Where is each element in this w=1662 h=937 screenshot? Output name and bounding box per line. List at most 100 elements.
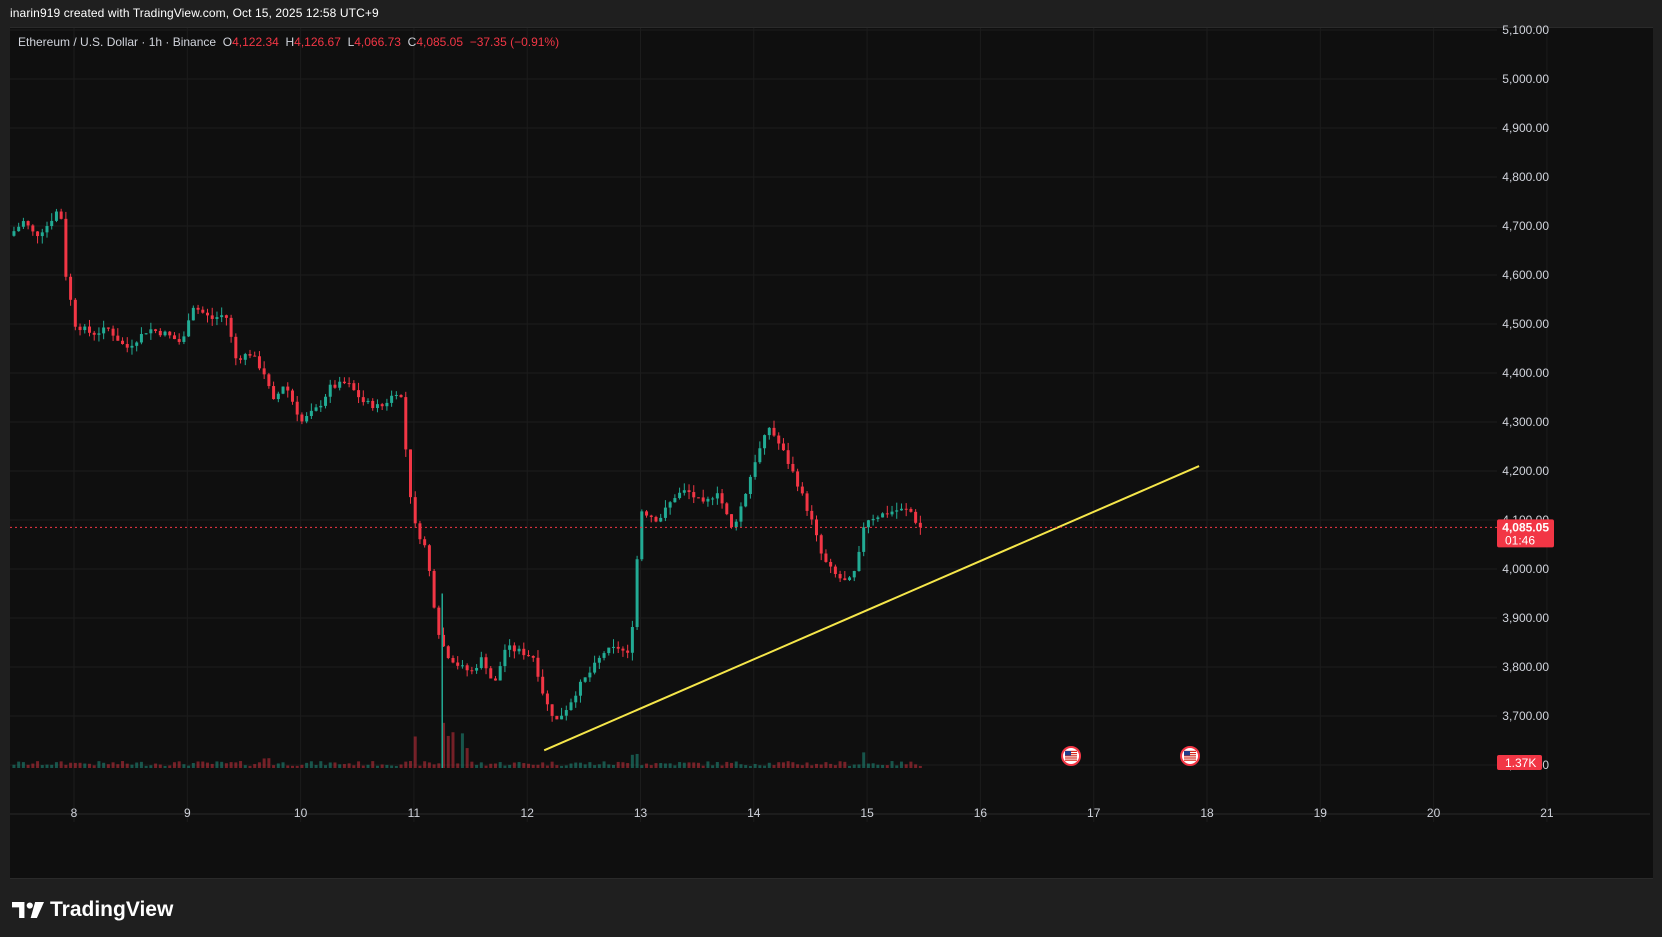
candle-body (243, 354, 247, 360)
candle-body (305, 415, 309, 422)
candle-body (885, 513, 889, 515)
volume-bar (550, 761, 554, 768)
volume-bar (692, 762, 696, 768)
candle-body (508, 645, 512, 650)
volume-bar (829, 763, 833, 768)
candle-body (550, 704, 554, 716)
time-tick-label: 11 (408, 806, 421, 820)
volume-bar (290, 765, 294, 768)
volume-bar (59, 761, 63, 768)
volume-bar (92, 765, 96, 768)
last-price-tag-value: 4,085.05 (1502, 520, 1549, 534)
volume-bar (427, 762, 431, 768)
candle-body (262, 368, 266, 375)
price-tick-label: 4,200.00 (1502, 464, 1549, 478)
volume-bar (158, 764, 162, 768)
candle-body (338, 381, 342, 388)
volume-bar (182, 764, 186, 768)
price-tick-label: 3,800.00 (1502, 660, 1549, 674)
volume-bar (413, 736, 417, 768)
candle-body (607, 647, 611, 654)
candle-body (904, 508, 908, 510)
volume-bar (493, 763, 497, 768)
candle-body (253, 355, 257, 357)
candle-body (739, 506, 743, 522)
volume-bar (475, 764, 479, 768)
candle-body (720, 493, 724, 504)
candle-body (659, 517, 663, 522)
us-flag-icon-stripe (1065, 757, 1078, 759)
candle-body (772, 427, 776, 436)
volume-bar (843, 761, 847, 768)
volume-bar (215, 761, 219, 768)
candle-body (744, 493, 748, 507)
volume-bar (224, 763, 228, 768)
volume-bar (234, 762, 238, 768)
volume-bar (890, 761, 894, 768)
candle-body (819, 535, 823, 554)
volume-bar (64, 764, 68, 768)
volume-bar (734, 761, 738, 768)
volume-bar (248, 765, 252, 768)
volume-bar (758, 765, 762, 768)
volume-bar (791, 762, 795, 768)
candle-body (352, 383, 356, 391)
trendline[interactable] (543, 465, 1200, 752)
volume-bar (706, 761, 710, 768)
volume-bar (517, 762, 521, 768)
time-tick-label: 15 (860, 806, 874, 820)
time-tick-label: 16 (974, 806, 988, 820)
volume-bar (895, 765, 899, 768)
candle-body (87, 326, 91, 333)
candle-body (673, 498, 677, 503)
chart-panel[interactable] (10, 27, 1653, 879)
candle-body (371, 400, 375, 409)
candle-body (17, 226, 21, 232)
volume-bar (479, 762, 483, 768)
price-tick-label: 4,300.00 (1502, 415, 1549, 429)
candle-body (725, 503, 729, 515)
volume-bar (409, 761, 413, 768)
candle-body (196, 307, 200, 310)
volume-bar (871, 763, 875, 768)
candle-body (597, 657, 601, 663)
candle-body (517, 648, 521, 652)
candle-body (442, 634, 446, 647)
volume-bar (437, 763, 441, 768)
volume-bar (465, 748, 469, 768)
us-flag-icon-stripe (1184, 755, 1197, 757)
candle-body (890, 511, 894, 515)
volume-bar (314, 764, 318, 768)
candle-body (493, 678, 497, 681)
volume-bar (885, 765, 889, 768)
candle-body (324, 396, 328, 406)
volume-bar (106, 764, 110, 768)
candle-body (50, 220, 54, 227)
price-tick-label: 4,800.00 (1502, 170, 1549, 184)
volume-bar (45, 764, 49, 768)
candle-body (583, 677, 587, 682)
candle-body (866, 520, 870, 528)
candle-body (59, 211, 63, 219)
volume-bar (796, 764, 800, 768)
volume-bar (560, 765, 564, 768)
volume-bar (663, 763, 667, 768)
candle-body (626, 650, 630, 653)
us-flag-icon[interactable] (1180, 746, 1201, 766)
volume-bar (201, 761, 205, 768)
candle-body (130, 345, 134, 348)
price-tick-label: 4,700.00 (1502, 219, 1549, 233)
volume-bar (116, 764, 120, 768)
tradingview-logo[interactable]: TradingView (12, 898, 173, 922)
volume-bar (909, 761, 913, 768)
volume-bar (262, 758, 266, 768)
candle-body (899, 508, 903, 511)
volume-bar (144, 765, 148, 768)
volume-bar (876, 764, 880, 768)
candle-body (206, 312, 210, 316)
volume-bar (206, 762, 210, 768)
us-flag-icon[interactable] (1061, 746, 1082, 766)
us-flag-icon-stripe (1065, 755, 1078, 757)
candle-body (470, 670, 474, 672)
